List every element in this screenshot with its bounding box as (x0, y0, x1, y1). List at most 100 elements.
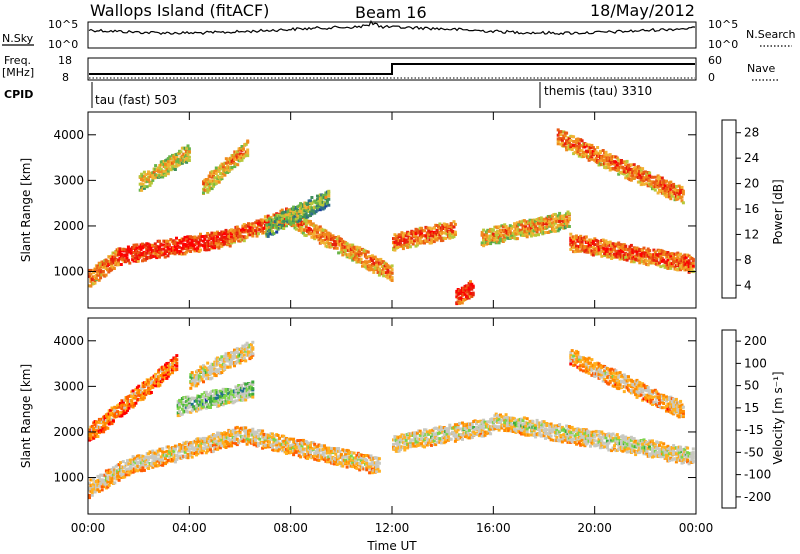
heatmap-cell (216, 431, 220, 435)
heatmap-cell (386, 268, 390, 272)
heatmap-cell (421, 234, 425, 238)
heatmap-cell (224, 161, 228, 165)
heatmap-cell (569, 143, 573, 147)
heatmap-cell (235, 225, 239, 229)
heatmap-cell (125, 253, 129, 257)
heatmap-cell (672, 190, 676, 193)
heatmap-cell (649, 184, 653, 188)
heatmap-cell (193, 381, 197, 385)
heatmap-cell (278, 447, 281, 451)
heatmap-cell (580, 240, 584, 244)
heatmap-cell (187, 150, 191, 154)
heatmap-cell (88, 496, 91, 500)
heatmap-cell (444, 440, 448, 444)
heatmap-cell (88, 482, 91, 486)
heatmap-cell (399, 448, 402, 452)
heatmap-cell (576, 150, 580, 154)
heatmap-cell (230, 351, 234, 354)
heatmap-cell (162, 171, 166, 175)
heatmap-cell (240, 437, 243, 441)
heatmap-cell (470, 436, 474, 439)
freq-label: Freq. (4, 54, 31, 67)
heatmap-cell (159, 369, 163, 373)
colorbar-tick-label: 24 (744, 151, 759, 165)
heatmap-cell (559, 133, 563, 137)
heatmap-cell (449, 222, 453, 226)
heatmap-cell (186, 152, 190, 156)
heatmap-cell (92, 426, 96, 430)
heatmap-cell (193, 237, 197, 241)
power-colorbar-frame (721, 119, 737, 299)
heatmap-cell (175, 161, 179, 165)
heatmap-cell (504, 225, 508, 228)
heatmap-cell (515, 229, 519, 233)
heatmap-cell (140, 172, 144, 176)
heatmap-cell (669, 180, 673, 184)
heatmap-cell (446, 434, 450, 438)
heatmap-cell (444, 427, 448, 431)
heatmap-cell (439, 228, 443, 232)
heatmap-cell (321, 203, 325, 207)
heatmap-cell (453, 432, 457, 436)
heatmap-cell (106, 485, 110, 489)
heatmap-cell (131, 402, 135, 405)
heatmap-cell (352, 451, 356, 455)
freq-lo-label: 8 (62, 71, 69, 84)
heatmap-cell (629, 163, 633, 167)
heatmap-cell (90, 490, 94, 494)
heatmap-cell (420, 442, 424, 446)
heatmap-cell (635, 250, 639, 253)
heatmap-cell (96, 435, 100, 438)
heatmap-cell (244, 343, 248, 347)
heatmap-cell (238, 353, 242, 357)
heatmap-cell (203, 443, 207, 447)
heatmap-cell (370, 259, 374, 262)
heatmap-cell (161, 377, 165, 381)
heatmap-cell (377, 273, 381, 277)
heatmap-cell (589, 149, 592, 153)
heatmap-cell (504, 234, 508, 238)
heatmap-cell (280, 208, 284, 212)
heatmap-cell (452, 433, 456, 437)
heatmap-cell (306, 457, 310, 460)
heatmap-cell (186, 243, 190, 247)
heatmap-cell (214, 181, 218, 185)
heatmap-cell (593, 148, 597, 152)
heatmap-cell (199, 232, 202, 236)
heatmap-cell (239, 152, 243, 156)
heatmap-cell (193, 439, 197, 443)
heatmap-cell (90, 277, 94, 281)
heatmap-cell (275, 230, 279, 234)
heatmap-cell (642, 182, 646, 186)
colorbar-tick-label: 12 (744, 227, 759, 241)
heatmap-cell (249, 356, 253, 359)
heatmap-cell (145, 465, 149, 469)
heatmap-cell (615, 156, 619, 160)
heatmap-cell (399, 239, 402, 243)
heatmap-cell (425, 240, 429, 244)
heatmap-cell (666, 258, 670, 262)
heatmap-cell (265, 218, 269, 222)
heatmap-cell (470, 287, 474, 291)
cpid-program-2: themis (tau) 3310 (544, 84, 652, 98)
heatmap-cell (141, 394, 145, 398)
heatmap-cell (321, 453, 325, 457)
heatmap-cell (166, 458, 170, 462)
heatmap-cell (324, 446, 328, 450)
colorbar-tick-label: 4 (744, 278, 752, 292)
heatmap-cell (102, 420, 106, 424)
heatmap-cell (169, 459, 173, 463)
heatmap-cell (382, 274, 386, 278)
heatmap-cell (231, 441, 235, 445)
heatmap-cell (691, 257, 695, 261)
heatmap-cell (203, 245, 207, 249)
heatmap-cell (153, 253, 157, 257)
heatmap-cell (134, 467, 138, 471)
heatmap-cell (669, 266, 673, 270)
heatmap-cell (161, 175, 165, 179)
heatmap-cell (262, 434, 266, 438)
heatmap-cell (166, 246, 170, 249)
heatmap-cell (97, 278, 101, 282)
heatmap-cell (273, 223, 277, 227)
heatmap-cell (334, 460, 338, 464)
